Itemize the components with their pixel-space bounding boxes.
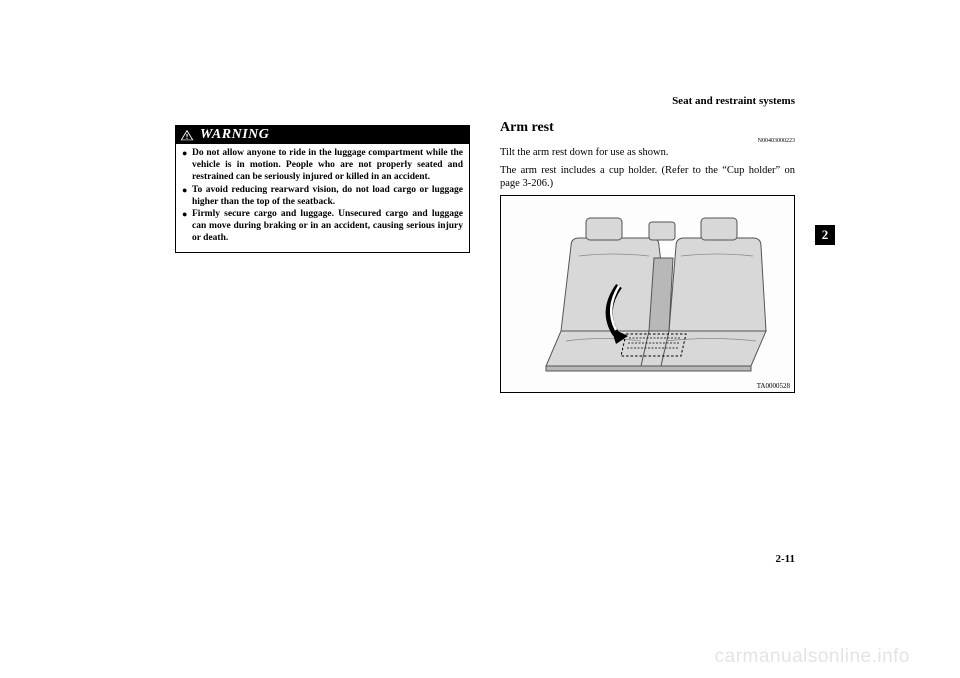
section-title: Arm rest bbox=[500, 120, 795, 136]
warning-header: WARNING bbox=[176, 126, 469, 144]
body-paragraph-2: The arm rest includes a cup holder. (Ref… bbox=[500, 164, 795, 191]
bullet-icon: ● bbox=[182, 185, 192, 209]
warning-triangle-icon bbox=[180, 129, 194, 141]
body-paragraph-1: Tilt the arm rest down for use as shown. bbox=[500, 146, 795, 160]
watermark: carmanualsonline.info bbox=[715, 646, 910, 668]
section-header: Seat and restraint systems bbox=[672, 95, 795, 107]
page-number: 2-11 bbox=[775, 553, 795, 565]
bullet-icon: ● bbox=[182, 148, 192, 184]
figure: TA0000528 bbox=[500, 195, 795, 393]
warning-text: Do not allow anyone to ride in the lugga… bbox=[192, 148, 463, 184]
warning-item: ● To avoid reducing rearward vision, do … bbox=[182, 185, 463, 209]
figure-code: TA0000528 bbox=[757, 382, 790, 390]
warning-item: ● Do not allow anyone to ride in the lug… bbox=[182, 148, 463, 184]
warning-box: WARNING ● Do not allow anyone to ride in… bbox=[175, 125, 470, 253]
warning-text: Firmly secure cargo and luggage. Unsecur… bbox=[192, 209, 463, 245]
section-code: N00403000223 bbox=[500, 138, 795, 144]
chapter-tab: 2 bbox=[815, 225, 835, 245]
right-column: Arm rest N00403000223 Tilt the arm rest … bbox=[500, 120, 795, 393]
warning-body: ● Do not allow anyone to ride in the lug… bbox=[176, 144, 469, 252]
warning-item: ● Firmly secure cargo and luggage. Unsec… bbox=[182, 209, 463, 245]
warning-text: To avoid reducing rearward vision, do no… bbox=[192, 185, 463, 209]
warning-label: WARNING bbox=[200, 127, 269, 143]
seat-illustration bbox=[501, 196, 795, 393]
bullet-icon: ● bbox=[182, 209, 192, 245]
left-column: WARNING ● Do not allow anyone to ride in… bbox=[175, 125, 470, 253]
